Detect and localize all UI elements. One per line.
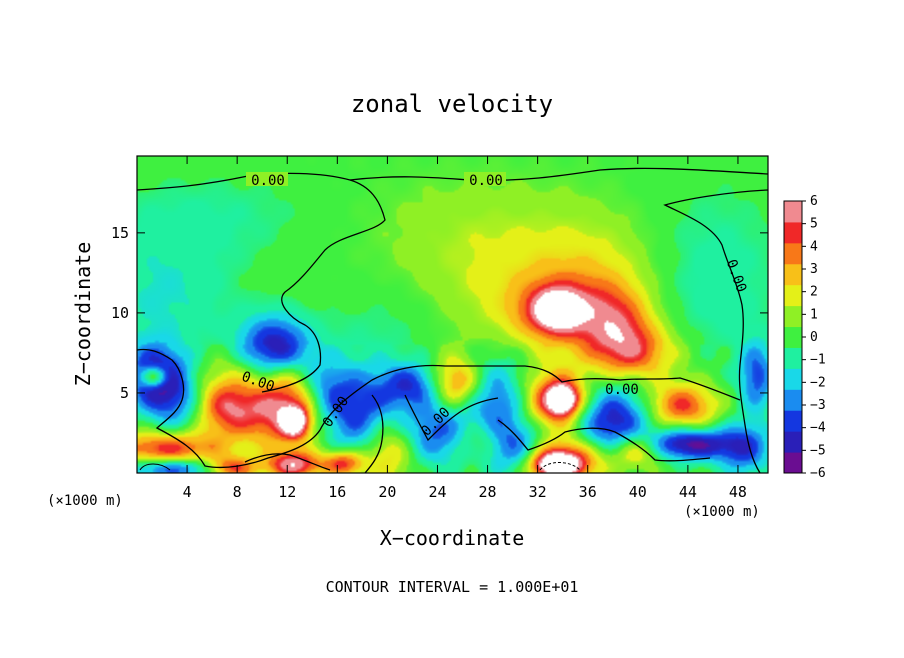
colorbar-cell bbox=[784, 284, 802, 307]
colorbar-tick-label: −1 bbox=[810, 353, 826, 368]
contour-line-mid-1 bbox=[364, 394, 384, 474]
plot-frame bbox=[136, 155, 769, 474]
colorbar-cells bbox=[784, 201, 802, 474]
contour-line-lower bbox=[136, 348, 741, 469]
colorbar-tick-label: −3 bbox=[810, 398, 826, 413]
colorbar-cell bbox=[784, 410, 802, 432]
colorbar-tick-label: 5 bbox=[810, 217, 818, 232]
colorbar-tick-label: 2 bbox=[810, 285, 818, 300]
y-axis-ticks: 5 10 15 bbox=[111, 224, 768, 402]
x-unit-label: (×1000 m) bbox=[684, 504, 760, 520]
plot-area: 0.00 0.00 0.00 0.00 0.00 0.00 0.00 51015… bbox=[111, 155, 769, 501]
x-tick-label: 32 bbox=[529, 483, 547, 501]
contour-label-bg bbox=[246, 172, 288, 186]
x-tick-label: 20 bbox=[378, 483, 396, 501]
colorbar-cell bbox=[784, 263, 802, 286]
colorbar-cell bbox=[784, 221, 802, 244]
colorbar-cell bbox=[784, 431, 802, 453]
x-axis-label: X−coordinate bbox=[380, 526, 525, 550]
chart-title: zonal velocity bbox=[351, 90, 553, 118]
contour-label: 0.00 bbox=[251, 173, 285, 189]
colorbar-cell bbox=[784, 452, 802, 474]
x-axis-ticks: 4 8 12 16 20 24 28 32 36 40 44 48 bbox=[183, 156, 747, 501]
contour-line-small-loop bbox=[139, 463, 171, 471]
contour-line-right bbox=[663, 189, 769, 474]
contour-label-bg bbox=[464, 172, 506, 186]
zero-contours bbox=[136, 167, 769, 474]
contour-line-bottom bbox=[244, 453, 331, 471]
y-tick-label: 5 bbox=[120, 384, 129, 402]
colorbar-cell bbox=[784, 305, 802, 328]
x-tick-label: 28 bbox=[479, 483, 497, 501]
heatmap-field bbox=[137, 156, 768, 473]
contour-line-mid-2 bbox=[404, 394, 499, 442]
colorbar-cell bbox=[784, 242, 802, 265]
x-tick-label: 8 bbox=[233, 483, 242, 501]
colorbar-cell bbox=[784, 368, 802, 390]
contour-line-mid-3 bbox=[497, 419, 711, 462]
z-unit-label: (×1000 m) bbox=[47, 493, 123, 509]
colorbar-tick-label: 3 bbox=[810, 262, 818, 277]
colorbar-cell bbox=[784, 389, 802, 411]
x-tick-label: 4 bbox=[183, 483, 192, 501]
x-tick-label: 12 bbox=[278, 483, 296, 501]
colorbar-tick-label: −2 bbox=[810, 375, 826, 390]
colorbar-cell bbox=[784, 201, 802, 223]
colorbar-tick-label: −6 bbox=[810, 466, 826, 481]
y-axis-label: Z−coordinate bbox=[71, 242, 95, 387]
colorbar-cell bbox=[784, 347, 802, 369]
contour-interval-note: CONTOUR INTERVAL = 1.000E+01 bbox=[326, 578, 579, 596]
x-tick-label: 44 bbox=[679, 483, 697, 501]
colorbar-tick-label: −4 bbox=[810, 421, 826, 436]
y-tick-label: 15 bbox=[111, 224, 129, 242]
x-tick-label: 16 bbox=[328, 483, 346, 501]
colorbar-tick-label: 0 bbox=[810, 330, 818, 345]
contour-label: 0.00 bbox=[605, 382, 639, 398]
colorbar-tick-label: 6 bbox=[810, 194, 818, 209]
y-tick-label: 10 bbox=[111, 304, 129, 322]
colorbar-tick-label: 1 bbox=[810, 307, 818, 322]
colorbar-ticks: 6 5 4 3 2 1 0 −1 −2 −3 −4 −5 −6 bbox=[802, 194, 826, 481]
colorbar-tick-label: 4 bbox=[810, 239, 818, 254]
x-tick-label: 48 bbox=[729, 483, 747, 501]
contour-label: 0.00 bbox=[469, 173, 503, 189]
x-tick-label: 36 bbox=[579, 483, 597, 501]
colorbar-cell bbox=[784, 326, 802, 348]
x-tick-label: 24 bbox=[428, 483, 446, 501]
x-tick-label: 40 bbox=[629, 483, 647, 501]
contour-line-top-right bbox=[349, 167, 769, 182]
colorbar-tick-label: −5 bbox=[810, 443, 826, 458]
colorbar: 6 5 4 3 2 1 0 −1 −2 −3 −4 −5 −6 bbox=[783, 194, 826, 481]
contour-line-dashed-loop bbox=[539, 462, 581, 471]
